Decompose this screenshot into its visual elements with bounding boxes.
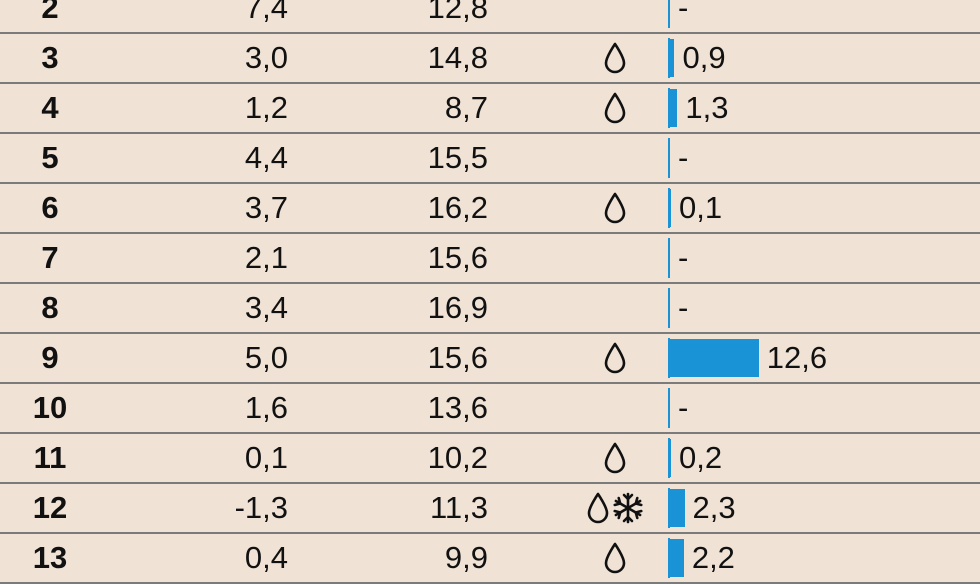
table-row: 12 -1,3 11,3 2,3 <box>0 484 980 534</box>
precip-value: 12,6 <box>766 340 828 375</box>
precip-value: 1,3 <box>685 90 729 125</box>
raindrop-icon <box>604 192 626 224</box>
precip-axis <box>668 288 670 328</box>
precip-value: - <box>678 290 689 325</box>
raindrop-icon <box>604 442 626 474</box>
min-temperature: 1,2 <box>244 90 288 125</box>
precip-value: 0,9 <box>682 40 726 75</box>
max-temperature: 13,6 <box>427 390 488 425</box>
day-number: 10 <box>32 390 68 425</box>
day-number: 13 <box>32 540 68 575</box>
precip-value: - <box>678 140 689 175</box>
weather-icons <box>560 134 670 182</box>
min-temperature: -1,3 <box>234 490 288 525</box>
weather-icons <box>560 434 670 482</box>
day-number: 11 <box>33 440 67 475</box>
precip-value: - <box>678 390 689 425</box>
table-row: 3 3,0 14,8 0,9 <box>0 34 980 84</box>
weather-icons <box>560 534 670 582</box>
precip-bar <box>668 439 671 477</box>
day-number: 6 <box>41 190 59 225</box>
day-number: 8 <box>41 290 59 325</box>
table-row: 5 4,4 15,5 - <box>0 134 980 184</box>
raindrop-icon <box>604 342 626 374</box>
weather-icons <box>560 184 670 232</box>
precip-value: 2,3 <box>692 490 736 525</box>
weather-icons <box>560 34 670 82</box>
precip-axis <box>668 138 670 178</box>
min-temperature: 5,0 <box>244 340 288 375</box>
precip-value: 2,2 <box>691 540 735 575</box>
table-row: 7 2,1 15,6 - <box>0 234 980 284</box>
raindrop-icon <box>604 42 626 74</box>
min-temperature: 4,4 <box>244 140 288 175</box>
max-temperature: 16,9 <box>427 290 488 325</box>
day-number: 12 <box>32 490 68 525</box>
precip-axis <box>668 388 670 428</box>
table-row: 11 0,1 10,2 0,2 <box>0 434 980 484</box>
precip-value: 0,2 <box>679 440 723 475</box>
precip-value: 0,1 <box>679 190 723 225</box>
min-temperature: 1,6 <box>244 390 288 425</box>
table-row: 13 0,4 9,9 2,2 <box>0 534 980 584</box>
raindrop-icon <box>604 92 626 124</box>
max-temperature: 9,9 <box>444 540 488 575</box>
weather-icons <box>560 484 670 532</box>
precip-bar <box>668 89 678 127</box>
max-temperature: 15,6 <box>427 240 488 275</box>
min-temperature: 0,1 <box>244 440 288 475</box>
precip-bar <box>668 189 671 227</box>
weather-icons <box>560 384 670 432</box>
precip-axis <box>668 238 670 278</box>
precip-value: - <box>678 0 689 25</box>
snowflake-icon <box>613 492 643 524</box>
table-row: 9 5,0 15,6 12,6 <box>0 334 980 384</box>
precip-bar <box>668 489 685 527</box>
min-temperature: 2,1 <box>244 240 288 275</box>
max-temperature: 15,6 <box>427 340 488 375</box>
max-temperature: 12,8 <box>427 0 488 25</box>
min-temperature: 7,4 <box>244 0 288 25</box>
raindrop-icon <box>604 542 626 574</box>
weather-icons <box>560 334 670 382</box>
precip-bar <box>668 339 759 377</box>
day-number: 9 <box>41 340 59 375</box>
weather-icons <box>560 84 670 132</box>
min-temperature: 3,7 <box>244 190 288 225</box>
table-row: 2 7,4 12,8 - <box>0 0 980 34</box>
table-row: 4 1,2 8,7 1,3 <box>0 84 980 134</box>
day-number: 3 <box>41 40 59 75</box>
raindrop-icon <box>587 492 609 524</box>
table-row: 8 3,4 16,9 - <box>0 284 980 334</box>
min-temperature: 3,4 <box>244 290 288 325</box>
weather-icons <box>560 284 670 332</box>
max-temperature: 11,3 <box>429 490 488 525</box>
day-number: 7 <box>41 240 59 275</box>
precip-axis <box>668 0 670 28</box>
precip-bar <box>668 39 675 77</box>
weather-icons <box>560 234 670 282</box>
max-temperature: 10,2 <box>427 440 488 475</box>
max-temperature: 16,2 <box>427 190 488 225</box>
day-number: 4 <box>41 90 59 125</box>
table-row: 6 3,7 16,2 0,1 <box>0 184 980 234</box>
max-temperature: 14,8 <box>427 40 488 75</box>
max-temperature: 15,5 <box>427 140 488 175</box>
weather-icons <box>560 0 670 32</box>
day-number: 5 <box>41 140 59 175</box>
day-number: 2 <box>41 0 59 25</box>
precip-value: - <box>678 240 689 275</box>
min-temperature: 0,4 <box>244 540 288 575</box>
precip-bar <box>668 539 684 577</box>
min-temperature: 3,0 <box>244 40 288 75</box>
max-temperature: 8,7 <box>444 90 488 125</box>
table-row: 10 1,6 13,6 - <box>0 384 980 434</box>
